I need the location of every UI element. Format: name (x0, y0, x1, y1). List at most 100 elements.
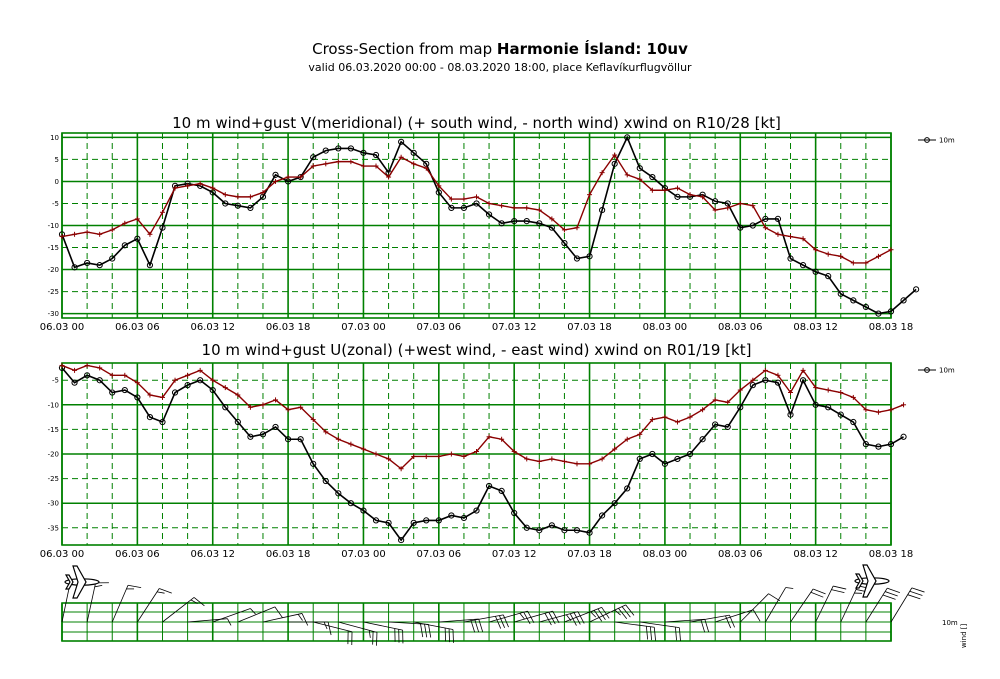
data-point (536, 458, 542, 464)
data-point (712, 198, 719, 205)
data-point (235, 392, 241, 398)
wind-barb (413, 621, 454, 643)
data-point (712, 207, 718, 213)
barb-staff (111, 585, 129, 623)
data-point (573, 527, 581, 534)
barb-feather (614, 609, 621, 616)
data-point (436, 183, 442, 189)
data-point (548, 522, 555, 529)
data-point (386, 174, 392, 180)
data-point (850, 297, 857, 304)
barb-staff (162, 597, 195, 623)
data-point (360, 163, 366, 169)
data-point (448, 204, 455, 211)
data-point (109, 255, 116, 262)
data-point (700, 407, 706, 413)
barb-staff (86, 582, 96, 623)
data-point (825, 387, 831, 393)
data-point (750, 377, 756, 383)
barb-staff (739, 593, 769, 623)
data-point (725, 205, 731, 211)
series-line (61, 135, 917, 315)
wind-barb (463, 614, 509, 629)
barb-feather (768, 593, 781, 602)
wind-barb (539, 611, 585, 626)
barb-feather (577, 611, 585, 624)
barb-feather (193, 597, 205, 607)
barb-staff (313, 621, 353, 633)
data-point (850, 260, 856, 266)
barb-feather (833, 585, 847, 590)
data-point (825, 404, 832, 411)
data-point (461, 196, 467, 202)
data-point (712, 421, 719, 428)
x-tick-label: 06.03 18 (266, 549, 311, 560)
data-point (649, 417, 655, 423)
barb-feather (725, 615, 732, 629)
data-point (410, 149, 417, 156)
barb-feather (327, 621, 332, 636)
data-point (222, 192, 228, 198)
data-point (901, 402, 907, 408)
data-point (260, 189, 266, 195)
y-tick-label: -15 (48, 244, 59, 252)
series-line (61, 153, 892, 264)
data-point (862, 303, 869, 311)
barb-staff (589, 604, 626, 623)
barb-staff (865, 587, 888, 623)
data-point (649, 450, 656, 458)
data-point (474, 449, 479, 455)
barb-feather (649, 626, 653, 641)
data-point (335, 490, 342, 497)
data-point (385, 519, 392, 526)
barb-feather (601, 607, 610, 619)
data-point (636, 455, 643, 463)
data-point (159, 394, 165, 400)
wind-barb (137, 588, 172, 623)
data-point (888, 247, 894, 253)
data-point (574, 225, 580, 231)
barb-feather (368, 630, 371, 638)
data-point (875, 443, 882, 450)
legend-label: 10m (939, 367, 955, 375)
legend-label: 10m (939, 137, 955, 145)
wind-barb (815, 585, 847, 623)
y-tick-label: -20 (48, 451, 59, 459)
barb-feather (448, 628, 450, 643)
data-point (273, 178, 279, 184)
data-point (247, 194, 253, 200)
barb-feather (653, 627, 656, 641)
x-tick-label: 06.03 06 (115, 549, 160, 560)
y-tick-label: 0 (55, 178, 59, 186)
data-point (285, 174, 291, 180)
data-point (573, 255, 581, 262)
data-point (838, 390, 844, 396)
data-point (172, 377, 178, 383)
data-point (210, 377, 216, 383)
data-point (146, 414, 154, 421)
data-point (875, 253, 881, 259)
barb-feather (452, 629, 454, 643)
data-point (737, 224, 744, 231)
data-point (474, 194, 479, 200)
data-point (762, 225, 768, 231)
x-tick-label: 06.03 00 (40, 549, 85, 560)
data-point (273, 397, 279, 403)
x-tick-label: 07.03 06 (417, 549, 462, 560)
x-tick-label: 08.03 12 (793, 549, 838, 560)
data-point (473, 507, 480, 514)
data-point (411, 161, 417, 167)
data-point (686, 450, 694, 458)
barb-feather (127, 584, 142, 588)
data-point (335, 159, 341, 165)
barb-feather (227, 618, 232, 626)
barb-feather (704, 619, 710, 633)
data-point (863, 407, 869, 413)
data-point (561, 527, 568, 534)
data-point (435, 189, 442, 196)
data-point (485, 211, 493, 218)
data-point (310, 154, 317, 161)
data-point (373, 451, 379, 457)
data-point (599, 170, 605, 176)
